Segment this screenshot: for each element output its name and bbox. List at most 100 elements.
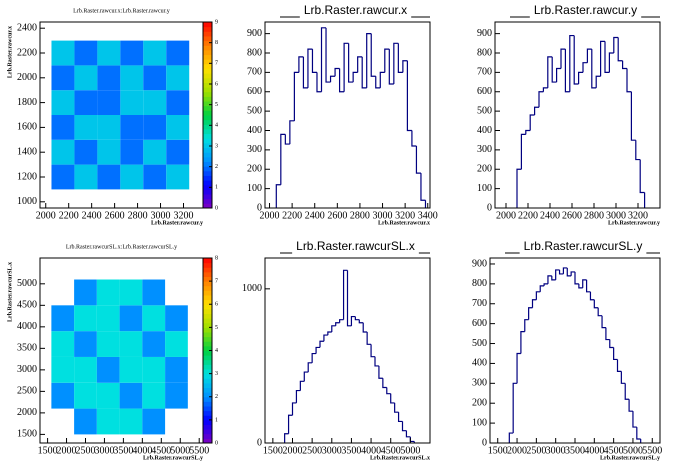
y-tick-label: 600 — [472, 318, 487, 329]
x-tick-label: 2000 — [496, 210, 516, 221]
x-axis-title: Lrb.Raster.rawcur.y — [608, 220, 660, 226]
heatmap-cell — [119, 305, 143, 332]
x-tick-label: 4500 — [604, 445, 624, 456]
histogram-bin — [287, 414, 293, 434]
heatmap-cell — [142, 305, 166, 332]
histogram-bin — [370, 344, 375, 358]
histogram-bin — [626, 68, 632, 93]
histogram-bin — [551, 275, 556, 281]
heatmap-cell — [74, 356, 97, 383]
histogram-bin — [420, 173, 426, 201]
title-box — [529, 2, 642, 19]
heatmap-cell — [120, 164, 144, 190]
y-tick-label: 5000 — [17, 278, 37, 289]
y-tick-label: 0 — [257, 437, 262, 448]
heatmap-cell — [51, 40, 75, 66]
histogram-bin — [617, 37, 623, 62]
palette-step — [203, 341, 212, 347]
y-tick-label: 200 — [477, 164, 492, 175]
palette-step — [203, 59, 212, 65]
heatmap-cell — [74, 279, 97, 306]
palette-tick-label: 3 — [215, 371, 218, 377]
x-axis-title: Lrb.Raster.rawcurSL.y — [143, 455, 203, 461]
y-tick-label: 4500 — [17, 300, 37, 311]
heatmap-cell — [166, 90, 190, 115]
histogram-bin — [608, 52, 614, 73]
palette-step — [203, 415, 212, 421]
x-tick-label: 3000 — [151, 210, 171, 221]
x-tick-label: 2800 — [128, 210, 148, 221]
heatmap-cell — [166, 65, 190, 91]
palette-tick-label: 6 — [215, 81, 218, 87]
y-tick-label: 600 — [477, 86, 492, 97]
x-tick-label: 4500 — [381, 445, 401, 456]
palette-step — [203, 392, 212, 398]
histogram-bin — [386, 387, 391, 395]
histogram-bin — [323, 334, 328, 342]
histogram-bin — [339, 319, 344, 323]
x-tick-label: 3000 — [606, 210, 626, 221]
palette-step — [203, 318, 212, 324]
heatmap-cell — [166, 40, 190, 66]
heatmap-cell — [96, 356, 120, 383]
histogram-bin — [560, 48, 566, 69]
y-tick-label: 600 — [247, 86, 262, 97]
palette-step — [203, 355, 212, 361]
histogram-bin — [613, 36, 619, 53]
histogram-bin — [593, 299, 599, 309]
histogram-bin — [415, 146, 421, 174]
y-tick-label: 400 — [477, 125, 492, 136]
histogram-bin — [512, 382, 518, 434]
histogram-bin — [303, 371, 309, 382]
palette-tick-label: 5 — [215, 102, 218, 108]
palette-step — [203, 322, 212, 328]
histogram-bin — [354, 316, 360, 321]
heatmap-cell — [143, 40, 167, 66]
palette-step — [203, 45, 212, 51]
y-tick-label: 0 — [257, 202, 262, 213]
heatmap-cell — [119, 382, 143, 409]
histogram-bin — [543, 283, 548, 286]
histogram-bin — [375, 76, 381, 89]
palette-tick-label: 6 — [215, 302, 218, 308]
palette-step — [203, 373, 212, 379]
x-tick-label: 4000 — [584, 445, 604, 456]
heatmap-cell — [97, 115, 121, 140]
histogram-bin — [343, 42, 349, 92]
heatmap-cell — [120, 65, 144, 91]
heatmap-cell — [97, 164, 121, 190]
histogram-bin — [358, 319, 364, 324]
histogram-bin — [630, 91, 636, 141]
title-box — [519, 238, 647, 255]
y-tick-label: 500 — [247, 105, 262, 116]
palette-tick-label: 1 — [215, 185, 218, 191]
histogram-bin — [331, 325, 336, 332]
palette-step — [203, 304, 212, 310]
histogram-bin — [595, 75, 601, 88]
plot-frame — [494, 21, 661, 209]
palette-step — [203, 401, 212, 407]
histogram-bin — [284, 433, 289, 443]
heatmap-cell — [51, 139, 75, 165]
heatmap-cell — [51, 90, 75, 115]
histogram-bin — [639, 159, 645, 194]
histogram-bin — [570, 271, 575, 276]
palette-step — [203, 35, 212, 42]
heatmap-cell — [165, 382, 188, 409]
palette-step — [203, 387, 212, 393]
y-tick-label: 100 — [472, 417, 487, 428]
palette-step — [203, 378, 212, 384]
palette-step — [203, 438, 212, 444]
palette-step — [203, 31, 212, 37]
heatmap-cell — [165, 305, 188, 332]
y-tick-label: 2200 — [17, 47, 37, 58]
palette-step — [203, 429, 212, 435]
heatmap-cell — [165, 356, 188, 383]
histogram-bin — [390, 393, 395, 404]
heatmap-cell — [120, 115, 144, 140]
palette-step — [203, 308, 212, 314]
histogram-bin — [586, 48, 592, 63]
palette-step — [203, 138, 212, 144]
histogram-bin — [547, 56, 553, 88]
heatmap-cell — [119, 356, 143, 383]
